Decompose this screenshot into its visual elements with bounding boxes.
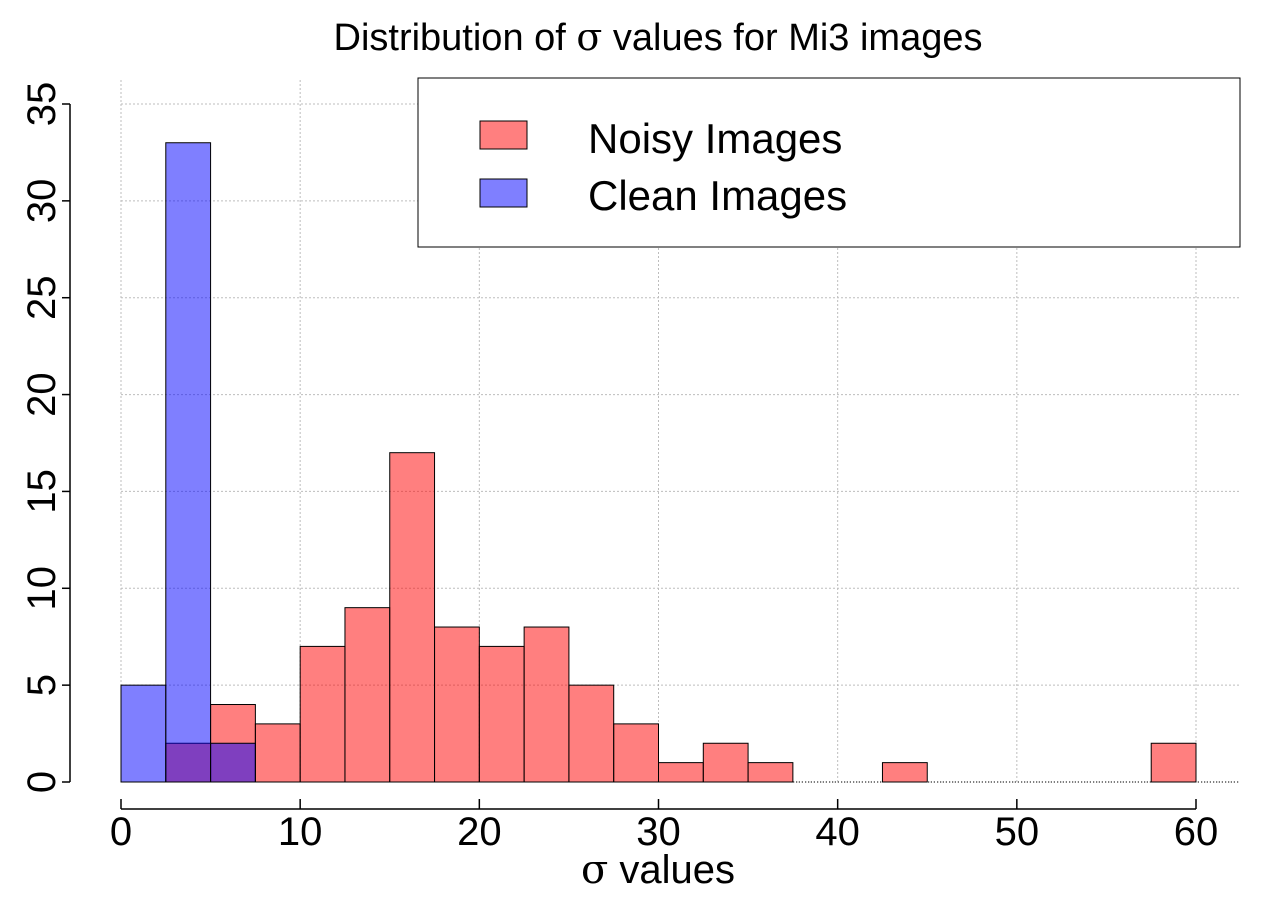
bar-clean bbox=[210, 742, 256, 783]
x-tick-label: 40 bbox=[815, 810, 860, 854]
legend-label-clean: Clean Images bbox=[588, 172, 847, 219]
x-ticks: 0 10 20 30 40 50 60 bbox=[110, 799, 1218, 854]
y-tick-label: 20 bbox=[20, 372, 64, 417]
bar-clean bbox=[120, 684, 167, 783]
bar-noisy bbox=[344, 607, 391, 783]
xlabel-sigma: σ bbox=[581, 847, 608, 893]
x-tick-label: 50 bbox=[995, 810, 1040, 854]
legend: Noisy Images Clean Images bbox=[417, 77, 1241, 248]
y-tick-label: 35 bbox=[20, 82, 64, 127]
bar-noisy bbox=[881, 762, 928, 783]
legend-swatch-clean bbox=[479, 178, 528, 208]
title-sigma: σ bbox=[576, 15, 602, 59]
bar-noisy bbox=[299, 645, 346, 783]
x-axis-label: σ values bbox=[581, 847, 735, 893]
y-tick-label: 30 bbox=[20, 179, 64, 224]
bar-noisy bbox=[568, 684, 615, 783]
x-tick-label: 0 bbox=[110, 810, 132, 854]
y-tick-label: 0 bbox=[20, 771, 64, 793]
legend-label-noisy: Noisy Images bbox=[588, 115, 842, 162]
y-tick-label: 10 bbox=[20, 566, 64, 611]
y-ticks: 0 5 10 15 20 25 30 35 bbox=[20, 82, 70, 793]
x-tick-label: 10 bbox=[278, 810, 323, 854]
bar-noisy bbox=[613, 723, 659, 783]
legend-box bbox=[417, 77, 1241, 248]
bar-noisy bbox=[658, 762, 704, 783]
histogram-bars bbox=[120, 142, 1197, 783]
xlabel-suffix: values bbox=[608, 848, 735, 892]
bar-noisy bbox=[389, 452, 436, 783]
bar-noisy bbox=[434, 626, 480, 783]
x-tick-label: 20 bbox=[457, 810, 502, 854]
bar-noisy bbox=[1150, 742, 1197, 783]
y-tick-label: 5 bbox=[20, 674, 64, 696]
title-prefix: Distribution of bbox=[334, 17, 577, 59]
x-tick-label: 30 bbox=[636, 810, 681, 854]
bar-noisy bbox=[702, 742, 749, 783]
x-tick-label: 60 bbox=[1174, 810, 1219, 854]
legend-swatch-noisy bbox=[479, 120, 528, 150]
bar-noisy bbox=[523, 626, 570, 783]
bar-noisy bbox=[478, 645, 525, 783]
y-tick-label: 15 bbox=[20, 469, 64, 514]
bar-noisy bbox=[254, 723, 301, 783]
chart-title: Distribution of σ values for Mi3 images bbox=[334, 15, 983, 59]
bar-clean bbox=[165, 142, 212, 783]
y-tick-label: 25 bbox=[20, 275, 64, 320]
bar-noisy bbox=[747, 762, 794, 783]
title-suffix: values for Mi3 images bbox=[602, 17, 982, 59]
